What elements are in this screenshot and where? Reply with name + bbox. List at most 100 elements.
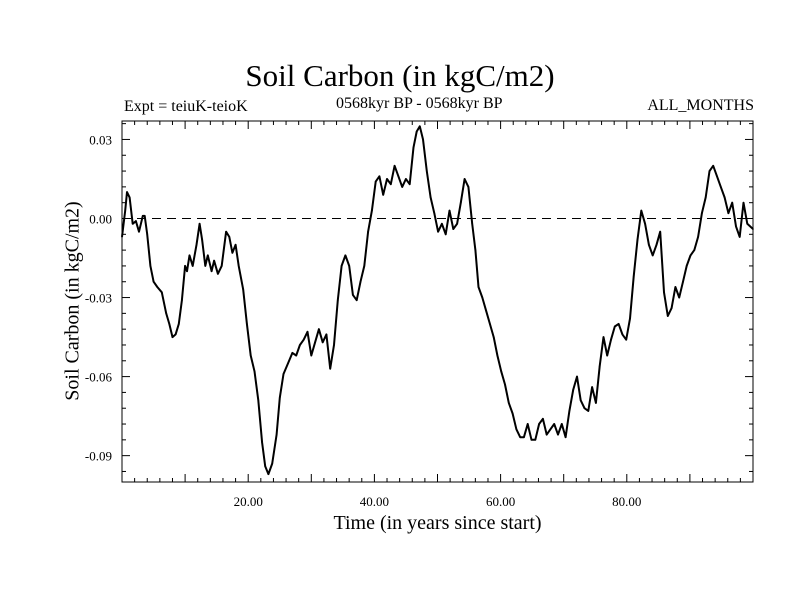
data-point: [712, 165, 714, 167]
data-point: [314, 341, 316, 344]
data-point: [156, 286, 159, 288]
data-point: [504, 383, 506, 386]
data-point: [433, 212, 436, 214]
data-point: [429, 196, 432, 199]
y-tick-label: 0.00: [89, 211, 112, 226]
data-point: [610, 338, 612, 341]
data-point: [152, 280, 155, 283]
data-point: [186, 270, 188, 273]
axis-tick-labels: 20.00 40.00 60.00 80.00 0.03 0.00 -0.03 -0.06 -0…: [85, 132, 642, 509]
data-point: [693, 249, 696, 251]
data-point: [564, 436, 567, 439]
data-point: [526, 423, 529, 425]
data-point: [644, 223, 646, 225]
data-point: [663, 291, 665, 294]
months-label: ALL_MONTHS: [647, 97, 754, 114]
data-point: [422, 138, 424, 141]
data-point: [670, 307, 673, 309]
data-point: [267, 473, 270, 475]
data-point: [135, 220, 137, 222]
data-point: [655, 244, 658, 246]
data-point: [355, 299, 358, 302]
data-point: [752, 228, 754, 230]
data-point: [340, 265, 343, 267]
data-point: [213, 259, 215, 262]
data-point: [321, 341, 324, 344]
soil-carbon-series-line: [121, 125, 754, 476]
data-point: [225, 230, 227, 233]
data-point: [249, 354, 252, 357]
data-point: [549, 428, 552, 431]
data-point: [598, 365, 601, 367]
data-point: [632, 275, 635, 278]
data-point: [228, 236, 231, 238]
data-point: [121, 236, 123, 238]
data-point: [511, 412, 514, 415]
data-point: [477, 286, 480, 288]
data-point: [489, 323, 491, 325]
data-point: [463, 178, 466, 180]
data-point: [234, 244, 237, 246]
data-point: [149, 265, 152, 267]
x-tick-label: 60.00: [486, 494, 515, 509]
data-point: [329, 367, 332, 370]
data-point: [572, 389, 574, 391]
data-point: [561, 423, 563, 425]
data-point: [426, 170, 428, 172]
data-point: [275, 433, 278, 436]
data-point: [523, 436, 525, 439]
data-point: [371, 209, 373, 212]
data-point: [667, 315, 669, 317]
data-point: [689, 254, 692, 257]
data-point: [128, 196, 131, 199]
data-point: [161, 291, 163, 294]
data-point: [253, 370, 256, 373]
data-point: [146, 233, 148, 236]
data-point: [591, 386, 593, 388]
x-tick-label: 40.00: [360, 494, 389, 509]
data-point: [359, 280, 362, 283]
period-label: 0568kyr BP - 0568kyr BP: [336, 95, 503, 112]
x-tick-label: 20.00: [234, 494, 263, 509]
data-point: [386, 178, 388, 180]
data-point: [553, 423, 555, 425]
data-point: [382, 194, 385, 196]
data-point: [393, 165, 396, 167]
data-point: [735, 225, 737, 228]
data-point: [716, 175, 718, 178]
data-point: [210, 270, 213, 273]
data-point: [441, 223, 443, 225]
data-point: [500, 370, 503, 373]
data-point: [452, 228, 455, 230]
data-point: [685, 265, 688, 267]
data-point: [295, 354, 298, 357]
experiment-label: Expt = teiuK-teioK: [124, 98, 248, 115]
data-point: [264, 465, 267, 468]
y-axis-label: Soil Carbon (in kgC/m2): [61, 201, 84, 401]
data-point: [444, 233, 447, 236]
data-point: [191, 265, 194, 267]
data-point: [287, 362, 289, 365]
data-point: [621, 333, 624, 336]
data-point: [174, 333, 177, 336]
data-point: [367, 230, 369, 233]
data-point: [231, 252, 234, 254]
data-point: [337, 299, 339, 302]
data-point: [720, 186, 722, 188]
data-point: [742, 201, 745, 204]
data-point: [415, 130, 418, 133]
data-point: [397, 175, 400, 178]
data-point: [333, 344, 335, 346]
data-point: [282, 373, 285, 375]
data-point: [651, 254, 654, 257]
series-layer: [121, 125, 754, 476]
data-point: [467, 186, 470, 188]
data-point: [568, 410, 571, 412]
data-point: [659, 230, 661, 233]
data-point: [640, 209, 643, 212]
y-tick-label: -0.09: [85, 449, 112, 464]
data-point: [131, 223, 134, 225]
data-point: [325, 333, 328, 336]
data-point: [701, 212, 703, 214]
